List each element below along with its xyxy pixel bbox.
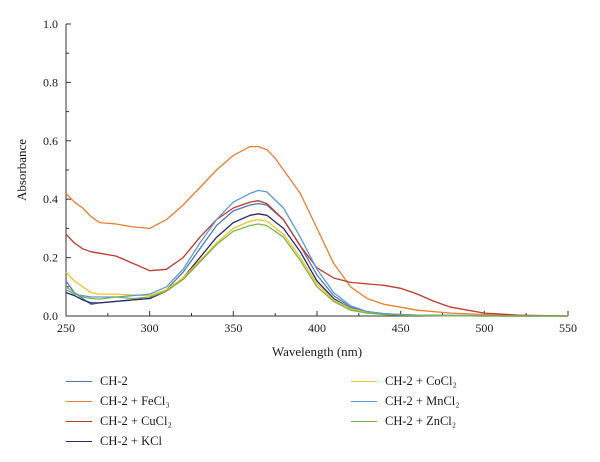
legend-item: CH-2 [66,371,128,391]
legend-item: CH-2 + MnCl₂ [351,391,460,411]
y-tick-label: 0.0 [43,309,58,323]
legend-swatch [351,400,377,402]
legend-label: CH-2 + KCl [100,433,162,448]
series-layer [65,145,569,317]
series-line-3 [65,200,569,317]
legend-item: CH-2 + CoCl₂ [351,371,457,391]
legend-item: CH-2 + ZnCl₂ [351,411,456,431]
legend-item: CH-2 + KCl [66,431,162,451]
y-axis-title: Absorbance [14,139,29,201]
legend-label: CH-2 + ZnCl₂ [385,413,457,428]
legend-swatch [66,420,92,422]
x-tick-label: 400 [308,321,326,335]
y-tick-label: 1.0 [43,17,58,31]
x-tick-label: 550 [559,321,577,335]
legend-label: CH-2 [100,373,128,388]
axes: 0.0 0.2 0.4 0.6 0.8 1.0 250 300 350 400 450 500 550 [43,17,577,335]
legend-swatch [351,380,377,382]
legend-swatch [66,380,92,382]
y-tick-label: 0.6 [43,134,58,148]
legend: CH-2 CH-2 + FeCl₃ CH-2 + CuCl₂ CH-2 + KCl CH… [66,371,526,451]
legend-item: CH-2 + CuCl₂ [66,411,172,431]
legend-label: CH-2 + FeCl₃ [100,393,170,408]
legend-item: CH-2 + FeCl₃ [66,391,170,411]
y-tick-label: 0.2 [43,251,58,265]
legend-label: CH-2 + CuCl₂ [100,413,172,428]
series-line-7 [65,223,568,317]
y-tick-label: 0.4 [43,192,58,206]
x-tick-label: 450 [392,321,410,335]
x-axis-title: Wavelength (nm) [272,344,362,359]
legend-swatch [66,400,92,402]
legend-label: CH-2 + CoCl₂ [385,373,457,388]
legend-swatch [351,420,377,422]
legend-label: CH-2 + MnCl₂ [385,393,460,408]
series-line-2 [65,145,569,317]
x-tick-label: 500 [475,321,493,335]
x-tick-label: 350 [224,321,242,335]
y-tick-label: 0.8 [43,75,58,89]
legend-swatch [66,440,92,442]
x-tick-label: 300 [141,321,159,335]
x-tick-label: 250 [57,321,75,335]
